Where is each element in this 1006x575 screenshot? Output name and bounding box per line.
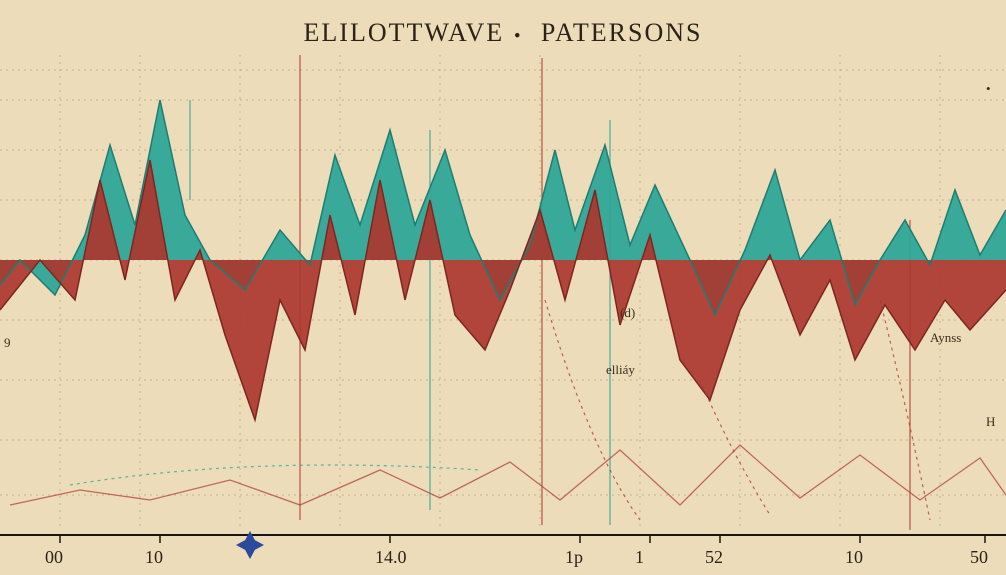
chart-canvas: ELILOTTWAVE ● PATERSONS 00 10 14.0 1p 1 52 10 50… (0, 0, 1006, 575)
x-tick-label: 00 (45, 547, 63, 568)
x-tick-label: 1p (565, 547, 583, 568)
title-separator-icon: ● (514, 30, 522, 41)
x-tick-label: 1 (635, 547, 644, 568)
chart-annotation: • (986, 81, 991, 97)
x-tick-label: 50 (970, 547, 988, 568)
chart-title: ELILOTTWAVE ● PATERSONS (0, 18, 1006, 48)
title-part2: PATERSONS (541, 18, 703, 47)
chart-annotation: (d) (620, 305, 635, 321)
x-tick-label: 52 (705, 547, 723, 568)
x-tick-label: 10 (145, 547, 163, 568)
chart-annotation: Aynss (930, 330, 961, 346)
chart-svg (0, 0, 1006, 575)
chart-annotation: H (986, 414, 995, 430)
x-tick-label: 10 (845, 547, 863, 568)
chart-annotation: 9 (4, 335, 11, 351)
title-part1: ELILOTTWAVE (304, 18, 505, 47)
x-tick-label: 14.0 (375, 547, 407, 568)
chart-annotation: elliáy (606, 362, 635, 378)
